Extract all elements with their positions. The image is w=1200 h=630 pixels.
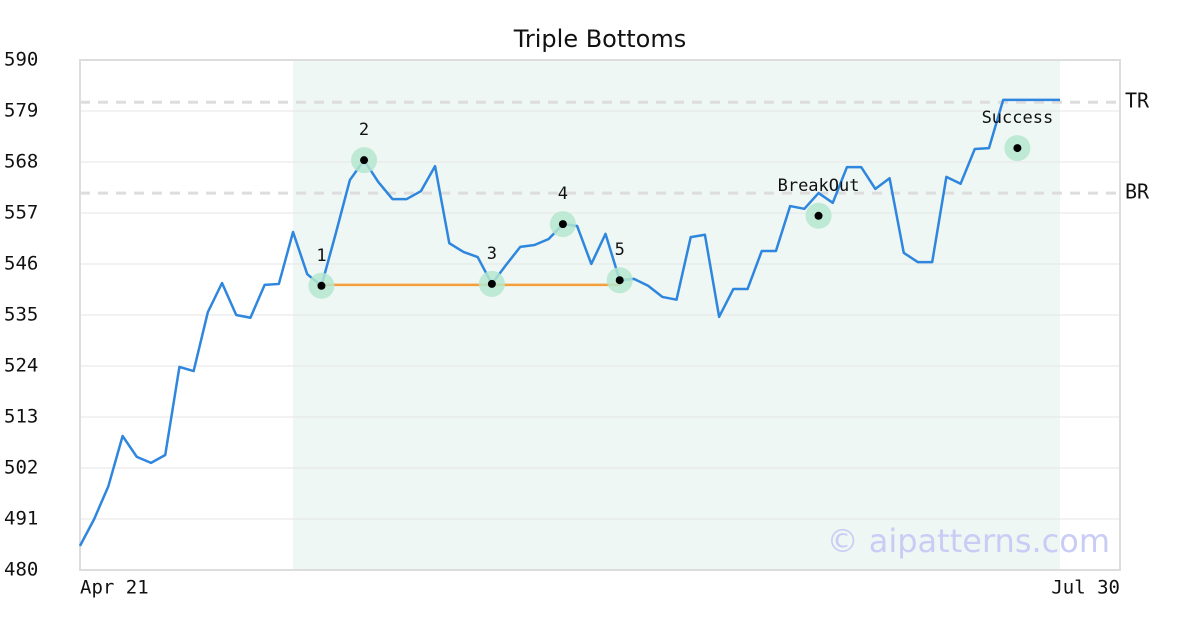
y-tick-label: 480 [4, 559, 38, 581]
x-tick-label: Apr 21 [80, 577, 149, 599]
marker-label: Success [982, 108, 1054, 128]
y-tick-label: 502 [4, 457, 38, 479]
marker-label: 1 [316, 246, 326, 266]
marker [615, 276, 624, 285]
plot-frame [79, 59, 1121, 571]
marker [317, 281, 326, 290]
y-tick-label: 546 [4, 253, 38, 275]
y-tick-label: 579 [4, 100, 38, 122]
marker [814, 211, 823, 220]
marker [360, 156, 369, 165]
y-tick-label: 557 [4, 202, 38, 224]
marker-label: 4 [558, 184, 568, 204]
level-label: BR [1125, 180, 1150, 204]
watermark: © aipatterns.com [827, 522, 1110, 560]
marker-label: BreakOut [778, 176, 860, 196]
y-tick-label: 568 [4, 151, 38, 173]
x-tick-label: Jul 30 [1051, 577, 1120, 599]
y-tick-label: 524 [4, 355, 38, 377]
y-tick-label: 491 [4, 508, 38, 530]
marker [487, 279, 496, 288]
marker [1013, 144, 1022, 153]
y-tick-label: 590 [4, 49, 38, 71]
marker [558, 220, 567, 229]
marker-label: 2 [359, 120, 369, 140]
y-tick-label: 513 [4, 406, 38, 428]
level-label: TR [1125, 89, 1150, 113]
y-tick-label: 535 [4, 304, 38, 326]
chart-title: Triple Bottoms [513, 25, 687, 53]
marker-label: 3 [487, 244, 497, 264]
marker-label: 5 [615, 240, 625, 260]
